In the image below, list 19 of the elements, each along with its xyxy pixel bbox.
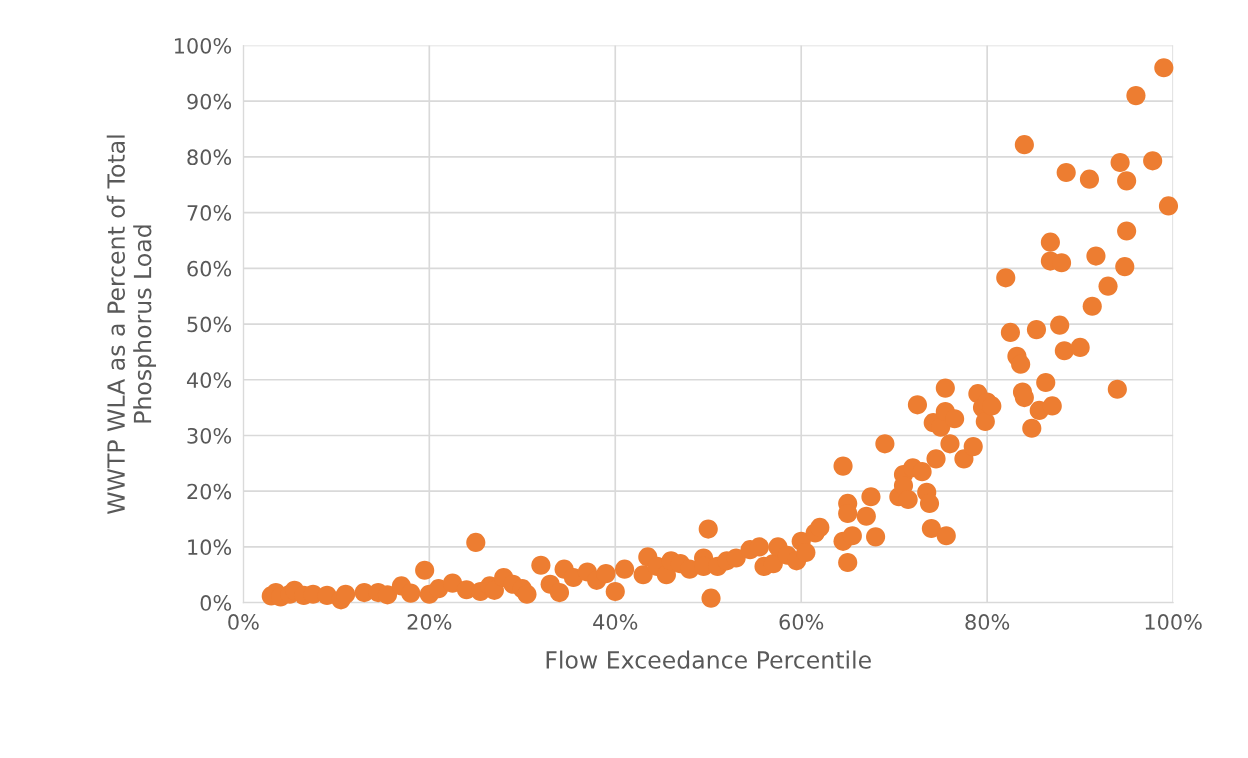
y-tick-label: 40% (186, 372, 232, 388)
y-tick-label: 70% (187, 205, 232, 221)
y-tick-label: 60% (187, 260, 232, 277)
x-tick-label: 60% (779, 614, 824, 630)
x-axis-title: Flow Exceedance Percentile (546, 650, 871, 669)
x-tick-label: 80% (965, 614, 1010, 630)
y-tick-label: 100% (174, 37, 232, 54)
x-tick-label: 0% (228, 614, 259, 630)
y-tick-label: 50% (187, 316, 232, 333)
x-tick-label: 20% (407, 614, 452, 630)
x-tick-label: 100% (1145, 614, 1202, 630)
y-axis-title: WWTP WLA as a Percent of Total Phosphorus Load (106, 135, 157, 515)
y-tick-label: 10% (188, 539, 232, 556)
y-tick-label: 90% (187, 93, 232, 110)
y-tick-label: 30% (187, 427, 232, 444)
x-tick-label: 40% (593, 614, 638, 630)
y-tick-label: 80% (187, 149, 232, 166)
y-tick-label: 20% (187, 483, 232, 500)
y-tick-label: 0% (200, 595, 232, 611)
